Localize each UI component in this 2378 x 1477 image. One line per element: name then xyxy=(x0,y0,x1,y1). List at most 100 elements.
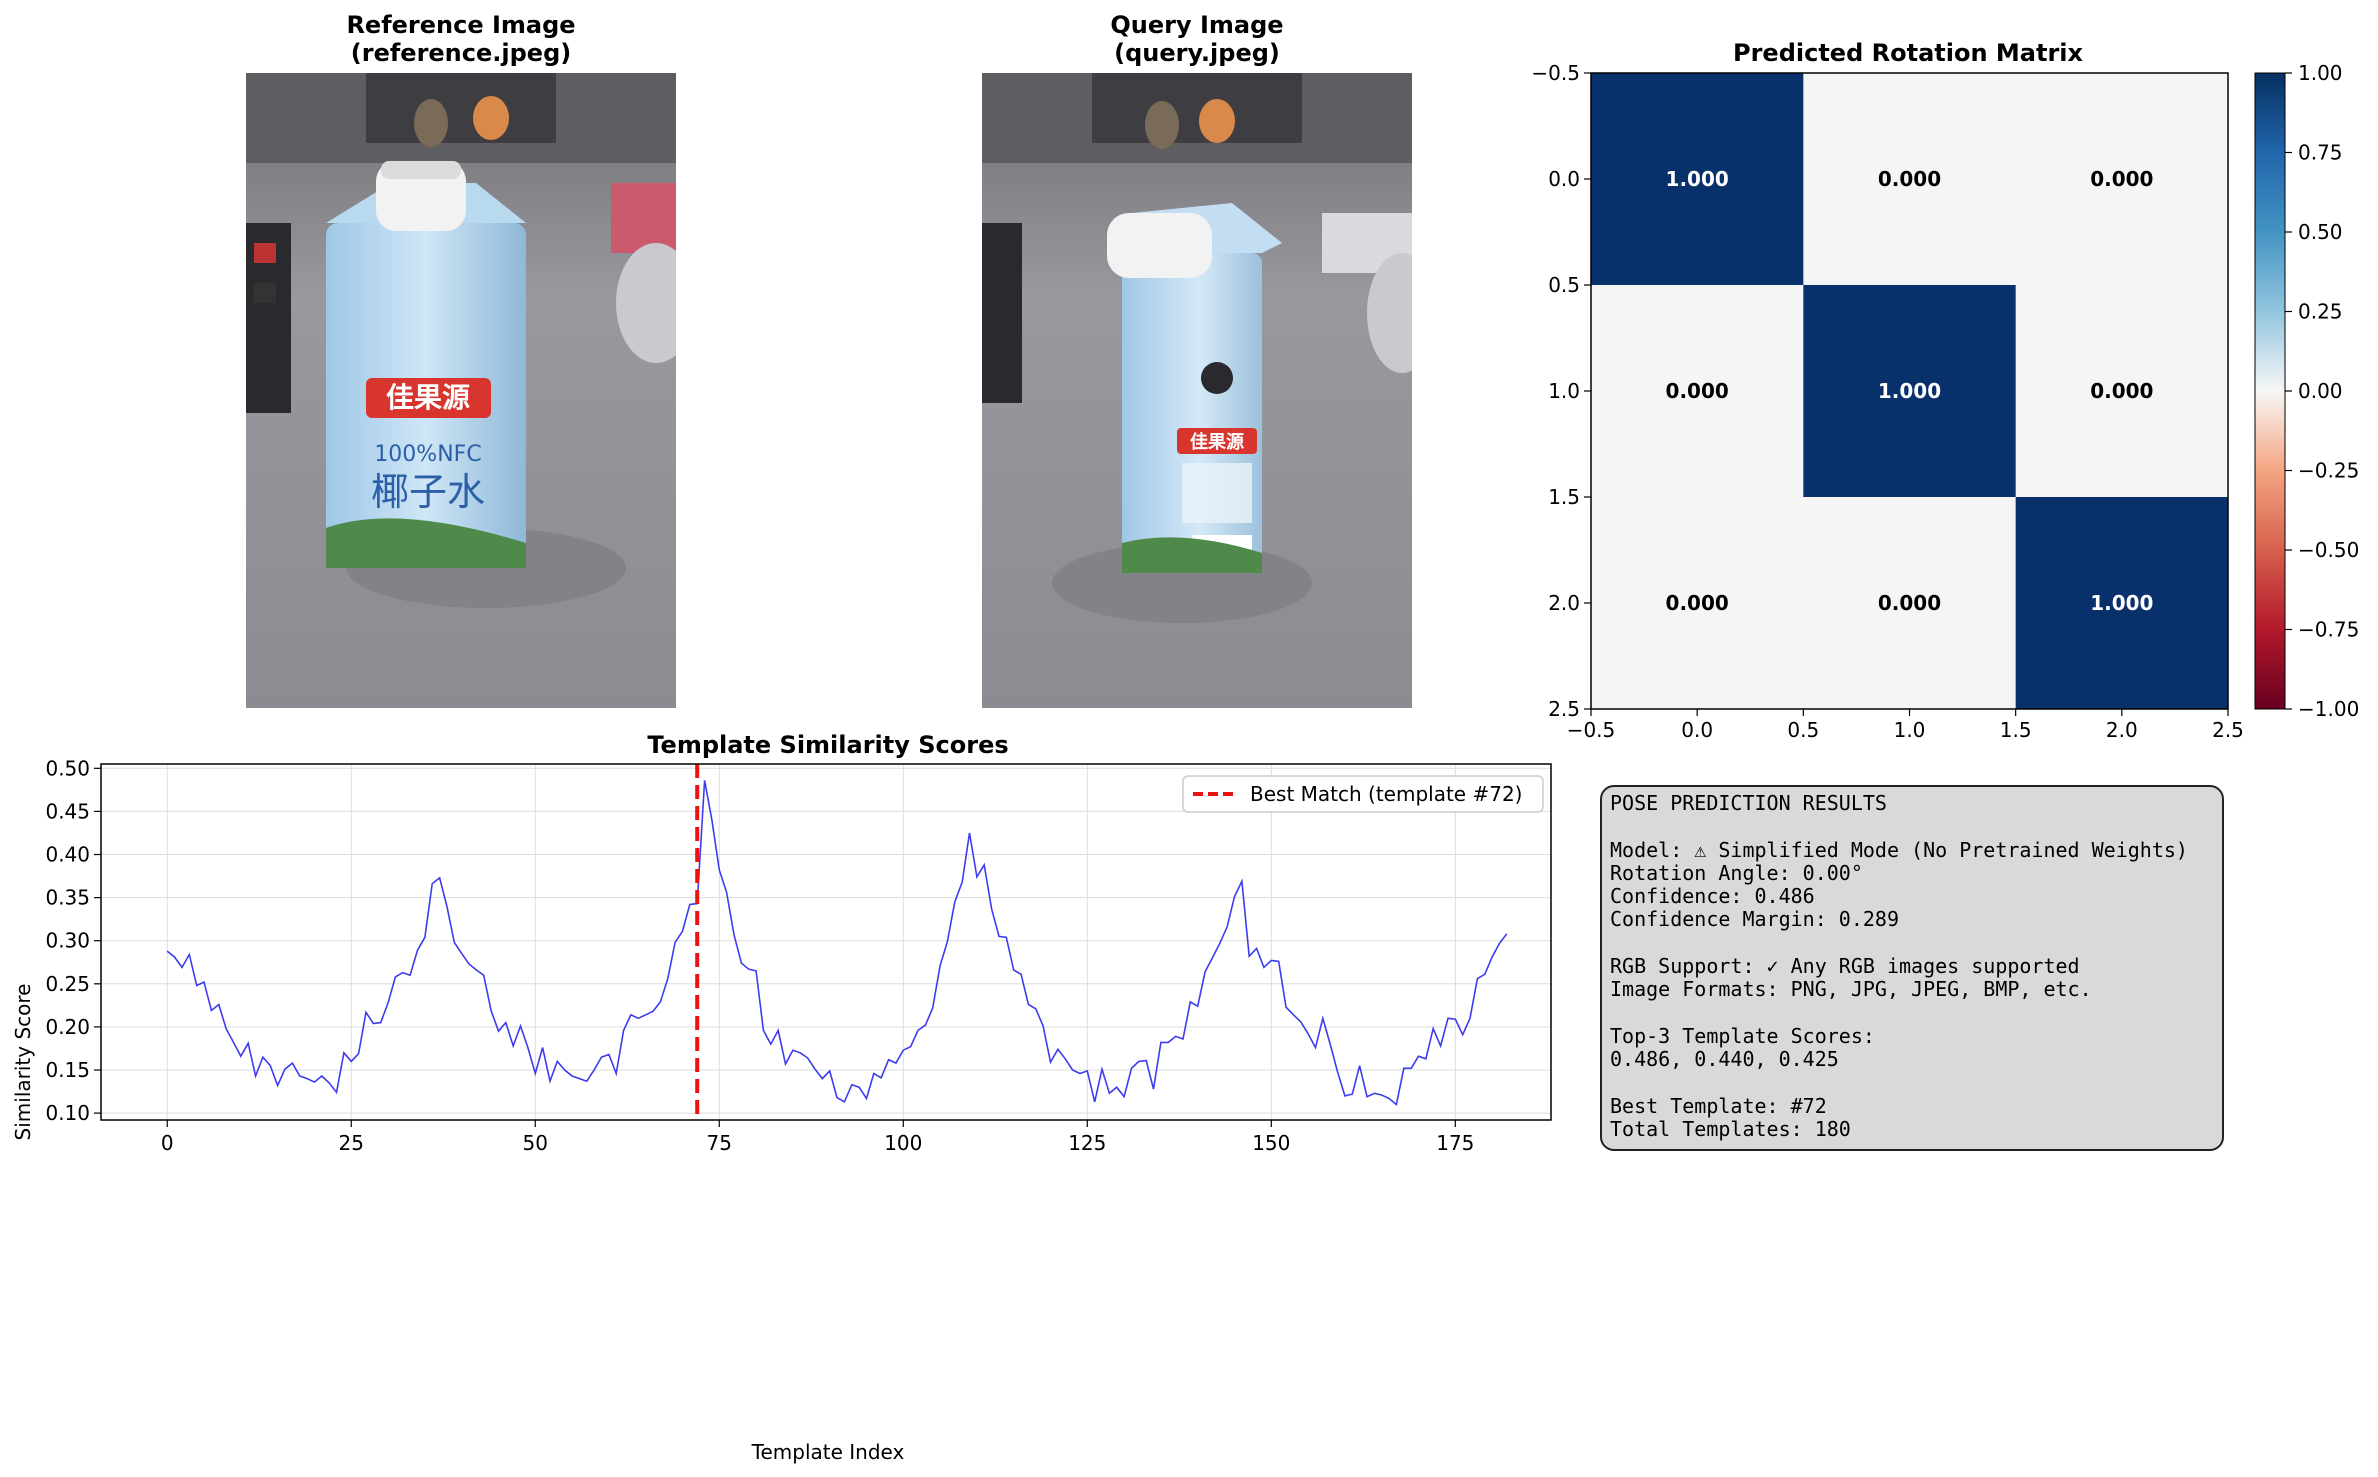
colorbar-tick-label: −0.75 xyxy=(2298,618,2359,642)
colorbar-tick-label: 0.50 xyxy=(2298,220,2343,244)
heatmap-cell-label: 0.000 xyxy=(1878,591,1941,615)
x-tick-label: 0 xyxy=(161,1131,174,1155)
line-chart-grid xyxy=(101,764,1551,1120)
heatmap-cell-label: 0.000 xyxy=(1878,167,1941,191)
x-tick-label: 25 xyxy=(339,1131,364,1155)
line-chart-title: Template Similarity Scores xyxy=(647,731,1008,759)
reference-photo-logo: 佳果源 xyxy=(386,381,470,414)
heatmap-y-tick-label: 2.0 xyxy=(1548,591,1580,615)
line-chart-ylabel: Similarity Score xyxy=(11,984,35,1141)
x-tick-label: 125 xyxy=(1068,1131,1106,1155)
similarity-line-chart: Template Similarity Scores 0 25 50 75 100 125… xyxy=(11,731,1552,1464)
heatmap-x-tick-label: 2.5 xyxy=(2212,718,2244,740)
reference-title-line2: (reference.jpeg) xyxy=(350,39,572,67)
results-line: ​ xyxy=(1610,932,2188,955)
query-photo-drawing: 佳果源 xyxy=(982,73,1412,708)
results-text: POSE PREDICTION RESULTS​Model: ⚠ Simplif… xyxy=(1610,791,2188,1142)
rotation-matrix-heatmap: Predicted Rotation Matrix 1.000 0.000 0.00… xyxy=(1531,39,2359,740)
line-chart-xlabel: Template Index xyxy=(751,1440,905,1464)
reference-photo-product: 100%NFC xyxy=(374,442,481,467)
x-tick-label: 100 xyxy=(884,1131,922,1155)
query-title: Query Image (query.jpeg) xyxy=(982,11,1412,67)
y-tick-label: 0.30 xyxy=(45,929,90,953)
x-tick-label: 150 xyxy=(1252,1131,1290,1155)
y-tick-label: 0.45 xyxy=(45,799,90,823)
heatmap-x-tick-label: −0.5 xyxy=(1567,718,1616,740)
query-title-line1: Query Image xyxy=(1110,11,1284,39)
heatmap-cell-label: 1.000 xyxy=(2090,591,2153,615)
line-chart-frame xyxy=(100,763,1552,1121)
results-line: Confidence: 0.486 xyxy=(1610,884,1815,909)
heatmap-cell-labels: 1.000 0.000 0.000 0.000 1.000 0.000 0.000 0.000… xyxy=(1666,167,2154,615)
heatmap-x-tick-label: 0.0 xyxy=(1681,718,1713,740)
y-tick-label: 0.35 xyxy=(45,886,90,910)
heatmap-y-tick-label: 1.0 xyxy=(1548,379,1580,403)
y-tick-label: 0.25 xyxy=(45,972,90,996)
heatmap-cell xyxy=(1591,497,1804,710)
reference-title-line1: Reference Image xyxy=(346,11,576,39)
results-line: Image Formats: PNG, JPG, JPEG, BMP, etc. xyxy=(1610,977,2092,1002)
query-photo: 佳果源 xyxy=(982,73,1412,708)
heatmap-y-tick-label: 0.5 xyxy=(1548,273,1580,297)
heatmap-cell xyxy=(2015,73,2229,286)
heatmap-cell-label: 1.000 xyxy=(1878,379,1941,403)
heatmap-cell xyxy=(1591,73,1804,286)
heatmap-x-ticks: −0.5 0.0 0.5 1.0 1.5 2.0 2.5 xyxy=(1567,709,2244,740)
results-line: Rotation Angle: 0.00° xyxy=(1610,860,1863,885)
results-line: RGB Support: ✓ Any RGB images supported xyxy=(1610,954,2080,979)
results-line: Confidence Margin: 0.289 xyxy=(1610,907,1899,932)
results-line: ​ xyxy=(1610,1072,2188,1095)
reference-photo: 佳果源 100%NFC 椰子水 xyxy=(246,73,676,708)
results-line: ​ xyxy=(1610,1002,2188,1025)
query-title-line2: (query.jpeg) xyxy=(1114,39,1280,67)
colorbar-ticks: 1.00 0.75 0.50 0.25 0.00 −0.25 −0.50 −0.75 −1.00 xyxy=(2285,61,2359,721)
reference-title: Reference Image (reference.jpeg) xyxy=(246,11,676,67)
heatmap-y-tick-label: 0.0 xyxy=(1548,167,1580,191)
y-tick-label: 0.40 xyxy=(45,843,90,867)
legend-label: Best Match (template #72) xyxy=(1250,782,1522,806)
legend-box xyxy=(1182,775,1544,813)
colorbar-tick-label: 0.00 xyxy=(2298,379,2343,403)
heatmap-cell-label: 1.000 xyxy=(1666,167,1729,191)
query-photo-logo: 佳果源 xyxy=(1190,431,1244,453)
y-tick-label: 0.10 xyxy=(45,1101,90,1125)
heatmap-cell-label: 0.000 xyxy=(2090,379,2153,403)
heatmap-x-tick-label: 1.0 xyxy=(1894,718,1926,740)
results-line: Total Templates: 180 xyxy=(1610,1117,1851,1142)
results-panel xyxy=(1600,785,2224,1151)
heatmap-cell xyxy=(1803,73,2017,286)
colorbar-tick-label: 1.00 xyxy=(2298,61,2343,85)
heatmap-y-ticks: −0.5 0.0 0.5 1.0 1.5 2.0 2.5 xyxy=(1531,61,1591,721)
y-tick-label: 0.15 xyxy=(45,1058,90,1082)
x-tick-label: 75 xyxy=(707,1131,732,1155)
line-chart-legend: Best Match (template #72) xyxy=(1182,775,1544,813)
colorbar-tick-label: 0.25 xyxy=(2298,300,2343,324)
colorbar xyxy=(2254,72,2286,710)
heatmap-y-tick-label: 2.5 xyxy=(1548,697,1580,721)
heatmap-y-tick-label: 1.5 xyxy=(1548,485,1580,509)
results-line: 0.486, 0.440, 0.425 xyxy=(1610,1047,1839,1072)
colorbar-tick-label: −0.25 xyxy=(2298,459,2359,483)
heatmap-cell-label: 0.000 xyxy=(1666,379,1729,403)
heatmap-title: Predicted Rotation Matrix xyxy=(1733,39,2084,67)
reference-photo-drawing: 佳果源 100%NFC 椰子水 xyxy=(246,73,676,708)
y-tick-label: 0.20 xyxy=(45,1015,90,1039)
line-chart-x-ticks: 0 25 50 75 100 125 150 175 xyxy=(161,1120,1474,1155)
heatmap-y-tick-label: −0.5 xyxy=(1531,61,1580,85)
heatmap-cell-label: 0.000 xyxy=(2090,167,2153,191)
line-chart-y-ticks: 0.10 0.15 0.20 0.25 0.30 0.35 0.40 0.45 0.50 xyxy=(45,756,101,1125)
heatmap-x-tick-label: 2.0 xyxy=(2106,718,2138,740)
colorbar-tick-label: −0.50 xyxy=(2298,538,2359,562)
colorbar-tick-label: 0.75 xyxy=(2298,141,2343,165)
x-tick-label: 50 xyxy=(523,1131,548,1155)
heatmap-cell xyxy=(1591,285,1804,498)
heatmap-cells xyxy=(1591,73,2229,710)
results-line: ​ xyxy=(1610,815,2188,838)
similarity-series-line xyxy=(166,780,1508,1106)
reference-photo-name: 椰子水 xyxy=(371,470,485,514)
heatmap-cell-label: 0.000 xyxy=(1666,591,1729,615)
heatmap-x-tick-label: 1.5 xyxy=(2000,718,2032,740)
x-tick-label: 175 xyxy=(1436,1131,1474,1155)
results-line: Best Template: #72 xyxy=(1610,1093,1827,1118)
results-line: Model: ⚠ Simplified Mode (No Pretrained … xyxy=(1610,837,2188,862)
